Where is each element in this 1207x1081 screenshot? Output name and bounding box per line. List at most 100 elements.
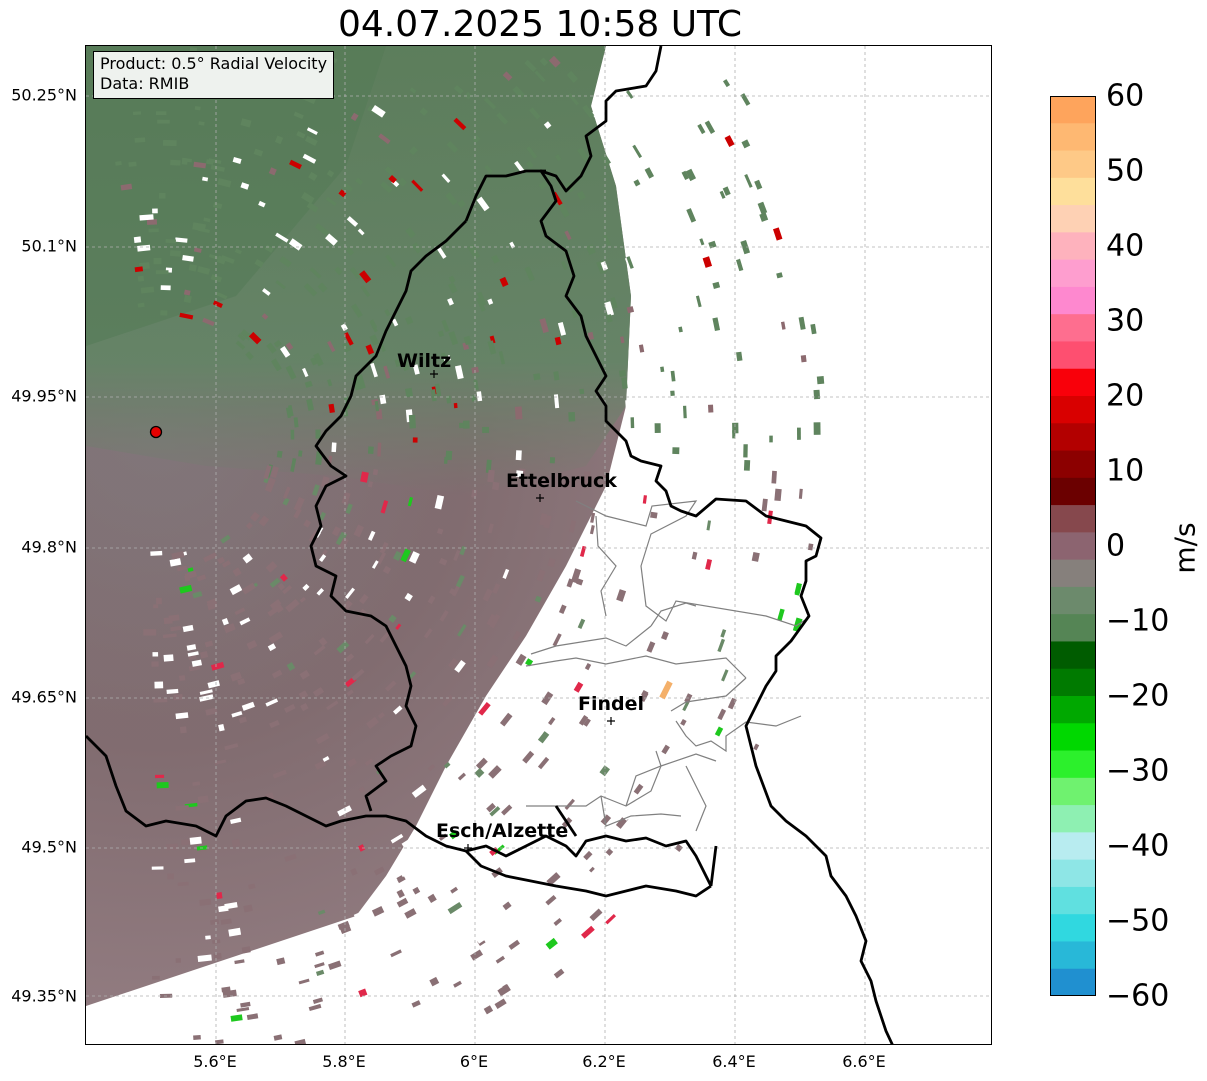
radar-gate [448,829,459,840]
radar-gate [568,520,576,533]
radar-gate [427,595,436,605]
radar-gate [453,980,462,988]
radar-gate [640,116,654,132]
radar-gate [776,272,783,279]
radar-gate [191,659,203,667]
radar-gate [661,744,670,755]
radar-gate [234,607,246,616]
radar-gate [443,762,451,769]
radar-gate [240,118,252,128]
colorbar-band [1050,559,1096,588]
radar-gate [268,167,277,176]
radar-gate [192,222,207,232]
radar-gate [317,282,328,293]
radar-gate [128,161,137,167]
radar-gate [293,111,304,120]
radar-gate [409,146,418,156]
radar-gate [579,545,587,557]
radar-gate [583,850,593,861]
radar-gate [234,248,242,255]
radar-gate [314,962,325,969]
colorbar-band [1050,886,1096,915]
radar-gate [302,367,309,378]
radar-gate [427,764,435,772]
radar-gate [486,654,499,669]
radar-gate [404,387,414,398]
radar-gate [302,583,310,591]
colorbar-band [1050,314,1096,343]
radar-gate [220,255,235,264]
colorbar-band [1050,614,1096,643]
radar-gate [630,417,635,429]
radar-gate [590,512,596,523]
radar-gate [220,534,231,544]
radar-gate [589,866,595,873]
radar-gate [312,484,320,496]
radar-gate [525,160,534,169]
radar-gate [393,550,403,561]
radar-gate [596,260,607,274]
radar-gate [800,539,808,548]
radar-gate [280,346,291,358]
radar-gate [151,661,159,667]
radar-gate [303,283,318,297]
radar-gate [306,398,315,411]
radar-gate [648,390,654,402]
radar-gate [274,135,284,145]
radar-gate [218,723,225,732]
radar-gate [405,227,416,239]
radar-gate [284,703,296,714]
radar-gate [373,866,385,876]
radar-gate [769,435,773,443]
colorbar-band [1050,777,1096,806]
radar-gate [294,1038,306,1044]
radar-gate [187,567,194,573]
radar-gate [189,836,202,845]
radar-gate [371,905,385,917]
radar-gate [273,339,282,348]
radar-gate [250,511,260,522]
radar-gate [714,726,724,737]
radar-gate [654,423,661,434]
radar-gate [476,391,483,402]
radar-gate [741,139,751,149]
radar-gate [430,389,437,402]
radar-gate [441,173,451,183]
radar-gate [277,582,286,591]
lat-tick-label: 49.8°N [21,537,77,557]
radar-gate [304,135,318,147]
radar-gate [672,447,680,455]
radar-gate [564,798,575,810]
radar-gate [303,519,311,528]
radar-gate [152,975,160,980]
colorbar-band [1050,341,1096,370]
radar-gate [515,653,527,666]
radar-gate [457,624,467,637]
colorbar-band [1050,586,1096,615]
radar-gate [541,691,554,706]
radar-gate [351,303,363,318]
colorbar-tick: 50 [1106,153,1145,189]
radar-gate [194,106,201,111]
radar-gate [293,417,299,428]
radar-gate [564,230,572,241]
radar-gate [492,583,501,594]
radar-gate [501,804,513,816]
radar-gate [314,759,327,770]
radar-gate [309,267,322,279]
lat-tick-label: 50.25°N [11,85,77,105]
lon-tick-label: 6.4°E [712,1052,756,1071]
radar-gate [199,898,212,906]
radar-gate [434,494,445,510]
radar-gate [263,465,272,480]
radar-gate [553,968,565,979]
radar-gate [308,171,318,182]
radar-gate [568,93,580,106]
radar-gate [603,234,611,246]
radar-gate [359,594,369,605]
radar-gate [237,678,246,686]
radar-gate [367,481,374,488]
radar-gate [686,831,698,845]
radar-gate [561,260,568,271]
radar-gate [396,889,405,899]
